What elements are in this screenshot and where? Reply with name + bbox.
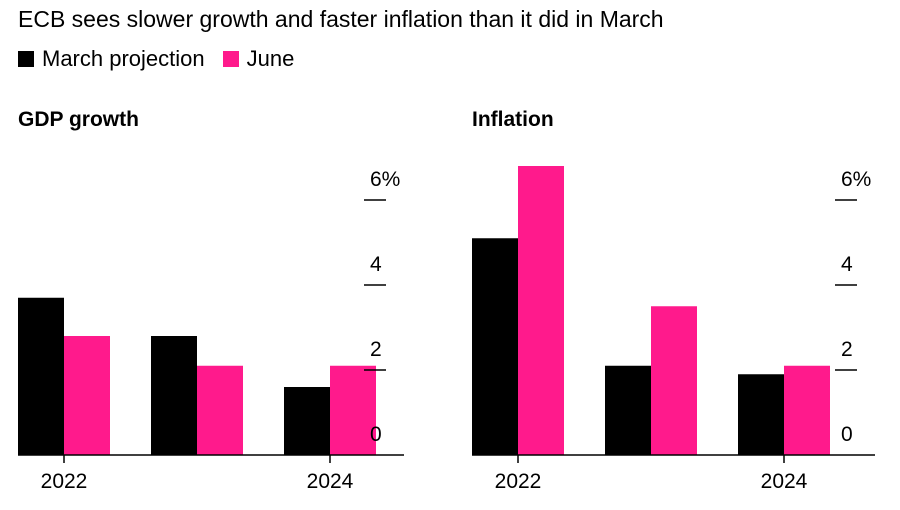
panel-2-bar-2024-march bbox=[738, 374, 784, 455]
legend-swatch-june bbox=[222, 51, 239, 67]
panel-2-y-tick-label-6: 6% bbox=[841, 168, 871, 191]
legend: March projection June bbox=[18, 46, 312, 72]
panel-2-x-tick-label-2022: 2022 bbox=[495, 470, 542, 493]
panel-2-y-tick-label-4: 4 bbox=[841, 253, 853, 276]
panel-2-y-tick-label-2: 2 bbox=[841, 338, 853, 361]
panel-2-bar-2022-june bbox=[518, 166, 564, 455]
panel-2-y-tick-label-0: 0 bbox=[841, 423, 853, 446]
panel-2-x-tick-label-2024: 2024 bbox=[761, 470, 808, 493]
panel-2-bar-2022-march bbox=[472, 238, 518, 455]
panel-1-y-tick-label-2: 2 bbox=[370, 338, 382, 361]
panel-1-bar-2024-march bbox=[284, 387, 330, 455]
panel-2-title: Inflation bbox=[472, 108, 554, 131]
legend-item-june: June bbox=[222, 46, 295, 72]
panel-1-x-tick-label-2022: 2022 bbox=[41, 470, 88, 493]
panel-1-y-tick-label-6: 6% bbox=[370, 168, 400, 191]
legend-item-march: March projection bbox=[18, 46, 205, 72]
legend-label-march: March projection bbox=[42, 46, 205, 71]
panel-1-bar-2022-march bbox=[18, 297, 64, 455]
panel-2-bar-2024-june bbox=[784, 365, 830, 455]
panel-1-x-tick-label-2024: 2024 bbox=[307, 470, 354, 493]
panel-2-bar-2023-june bbox=[651, 306, 697, 455]
legend-label-june: June bbox=[246, 46, 295, 71]
panel-1-bar-2023-march bbox=[151, 336, 197, 455]
panel-1-bar-2023-june bbox=[197, 365, 243, 455]
panel-2-bar-2023-march bbox=[605, 365, 651, 455]
chart-title: ECB sees slower growth and faster inflat… bbox=[18, 6, 664, 32]
panel-1-y-tick-label-0: 0 bbox=[370, 423, 382, 446]
panel-1-bar-2022-june bbox=[64, 336, 110, 455]
panel-1-y-tick-label-4: 4 bbox=[370, 253, 382, 276]
legend-swatch-march bbox=[18, 51, 34, 67]
panel-1-title: GDP growth bbox=[18, 108, 139, 131]
panel-1-bar-2024-june bbox=[330, 365, 376, 455]
